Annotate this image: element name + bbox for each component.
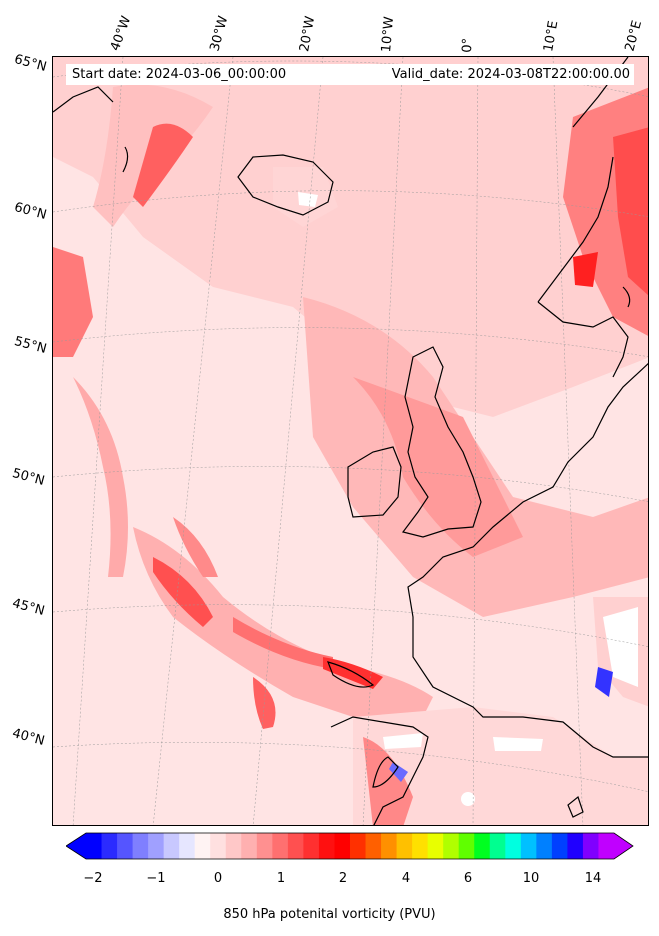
colorbar-tick: 1 [276, 871, 286, 886]
colorbar-swatch [489, 833, 506, 859]
colorbar-swatch [458, 833, 475, 859]
colorbar-swatch [194, 833, 211, 859]
colorbar-swatch [598, 833, 615, 859]
colorbar-swatch [582, 833, 599, 859]
start-date: Start date: 2024-03-06_00:00:00 [72, 67, 287, 82]
lon-label-10w: 10°W [379, 15, 398, 53]
lat-label-50n: 50°N [10, 466, 47, 489]
colorbar-label: 850 hPa potenital vorticity (PVU) [223, 907, 436, 922]
colorbar-swatch [86, 833, 103, 859]
colorbar-tick: −1 [146, 871, 166, 886]
colorbar-tick: 0 [213, 871, 223, 886]
colorbar [66, 832, 634, 860]
colorbar-swatch [163, 833, 180, 859]
colorbar-swatches [66, 833, 633, 859]
colorbar-tick: 10 [522, 871, 540, 886]
colorbar-extend-high [614, 833, 633, 859]
colorbar-swatch [225, 833, 242, 859]
colorbar-swatch [303, 833, 320, 859]
colorbar-swatch [256, 833, 273, 859]
colorbar-tick: 4 [401, 871, 411, 886]
colorbar-swatch [536, 833, 553, 859]
colorbar-swatch [567, 833, 584, 859]
colorbar-swatch [287, 833, 304, 859]
colorbar-swatch [318, 833, 335, 859]
lon-label-0: 0° [460, 37, 476, 53]
colorbar-tick: 2 [338, 871, 348, 886]
lat-label-60n: 60°N [12, 200, 49, 223]
map-canvas [53, 57, 648, 825]
lon-label-30w: 30°W [207, 14, 232, 53]
lat-label-45n: 45°N [10, 596, 47, 619]
colorbar-swatch [443, 833, 460, 859]
colorbar-swatch [210, 833, 227, 859]
colorbar-swatch [505, 833, 522, 859]
colorbar-swatch [101, 833, 118, 859]
colorbar-swatch [474, 833, 491, 859]
colorbar-swatch [272, 833, 289, 859]
lon-label-20e: 20°E [622, 18, 646, 53]
lat-label-55n: 55°N [12, 334, 49, 357]
colorbar-tick: 6 [463, 871, 473, 886]
colorbar-outline [66, 832, 634, 860]
colorbar-swatch [427, 833, 444, 859]
lat-label-65n: 65°N [12, 52, 49, 75]
lat-label-40n: 40°N [10, 726, 47, 749]
colorbar-swatch [179, 833, 196, 859]
valid-date: Valid_date: 2024-03-08T22:00:00.00 [391, 67, 630, 82]
colorbar-swatch [132, 833, 149, 859]
colorbar-swatch [365, 833, 382, 859]
colorbar-swatch [148, 833, 165, 859]
lon-label-40w: 40°W [107, 14, 135, 53]
colorbar-swatch [241, 833, 258, 859]
date-header: Start date: 2024-03-06_00:00:00 Valid_da… [66, 64, 634, 85]
colorbar-swatch [350, 833, 367, 859]
pv-map [52, 56, 649, 826]
colorbar-tick: −2 [83, 871, 103, 886]
colorbar-swatch [117, 833, 134, 859]
colorbar-swatch [396, 833, 413, 859]
lon-label-20w: 20°W [297, 15, 319, 54]
colorbar-swatch [551, 833, 568, 859]
lon-label-10e: 10°E [541, 19, 562, 54]
colorbar-tick: 14 [584, 871, 602, 886]
colorbar-swatch [520, 833, 537, 859]
pv-field [53, 57, 648, 825]
colorbar-swatch [412, 833, 429, 859]
colorbar-swatch [381, 833, 398, 859]
colorbar-swatch [334, 833, 351, 859]
colorbar-extend-low [66, 833, 86, 859]
